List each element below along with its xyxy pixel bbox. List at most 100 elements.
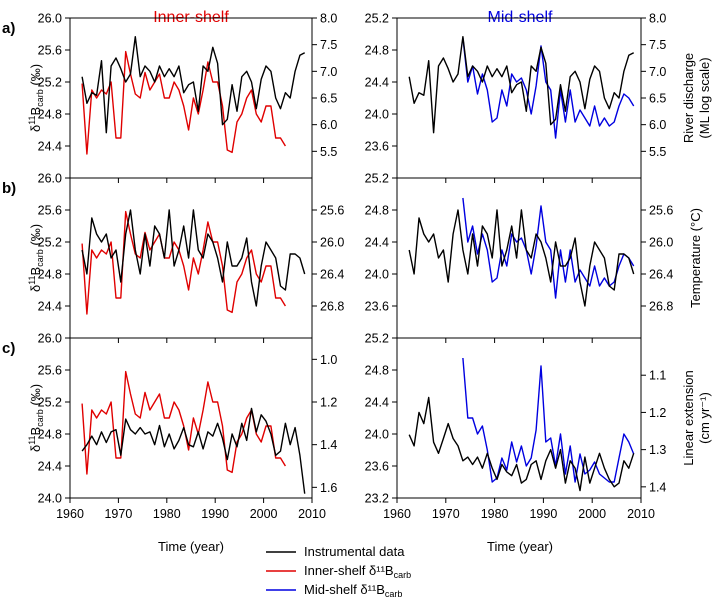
y-tick-label: 24.8: [38, 428, 62, 442]
series-line-instrumental-data: [408, 209, 635, 307]
y2-tick-label: 1.6: [320, 481, 337, 495]
series-line-inner-shelf-11bcarb: [81, 50, 286, 155]
x-tick-label: 1990: [201, 507, 229, 521]
y2-tick-label: 1.4: [649, 480, 666, 494]
legend-label-instrumental: Instrumental data: [304, 544, 405, 559]
x-tick-label: 2010: [627, 507, 655, 521]
x-tick-label: 1980: [481, 507, 509, 521]
y2-tick-label: 26.0: [320, 236, 344, 250]
left-y-label: δ11Bcarb (‰): [27, 64, 45, 132]
panel-a-inner: 24.4 24.8 25.2 25.6 26.0 5.5 6.0 6.5 7.0 7.5 8.0: [38, 12, 337, 183]
y-tick-label: 26.0: [38, 172, 62, 186]
y-tick-label: 24.8: [365, 364, 389, 378]
y-tick-label: 25.2: [365, 332, 389, 346]
y2-tick-label: 1.2: [649, 406, 666, 420]
x-tick-label: 2000: [578, 507, 606, 521]
x-tick-label: 1990: [529, 507, 557, 521]
y2-tick-label: 26.8: [320, 300, 344, 314]
y2-tick-label: 6.5: [649, 92, 666, 106]
x-tick-label: 2000: [250, 507, 278, 521]
y-tick-label: 24.0: [365, 108, 389, 122]
y-tick-label: 25.2: [365, 172, 389, 186]
x-tick-label: 1970: [432, 507, 460, 521]
right-y-label: River discharge: [681, 53, 696, 143]
y-tick-label: 24.0: [38, 492, 62, 506]
legend-label-mid-shelf: Mid-shelf δ¹¹Bcarb: [304, 582, 402, 599]
series-line-mid-shelf-11bcarb: [462, 357, 635, 483]
panel-b-inner: 24.4 24.8 25.2 25.6 26.0 25.6 26.0 26.4 26.8: [38, 172, 344, 343]
right-y-axis-labels: River discharge (ML log scale) Temperature…: [681, 53, 712, 466]
y2-tick-label: 26.8: [649, 300, 673, 314]
y-tick-label: 25.2: [38, 396, 62, 410]
x-tick-label: 1960: [383, 507, 411, 521]
y2-tick-label: 5.5: [320, 145, 337, 159]
y2-tick-label: 25.6: [320, 204, 344, 218]
y-tick-label: 23.2: [365, 492, 389, 506]
y-tick-label: 24.4: [365, 396, 389, 410]
y2-tick-label: 25.6: [649, 204, 673, 218]
y2-tick-label: 7.5: [320, 38, 337, 52]
panel-c-inner: 24.0 24.4 24.8 25.2 25.6 26.0 1.0 1.2 1.4 1.6 1960…: [38, 332, 338, 522]
right-y-label: (cm yr⁻¹): [697, 392, 712, 444]
panel-b-mid: 23.6 24.0 24.4 24.8 25.2 25.6 26.0 26.4 26.8: [365, 172, 673, 343]
y-tick-label: 25.6: [38, 44, 62, 58]
panel-label-b: b): [2, 180, 16, 197]
y2-tick-label: 5.5: [649, 145, 666, 159]
y-tick-label: 26.0: [38, 12, 62, 26]
series-line-instrumental-data: [81, 407, 306, 494]
panel-label-a: a): [2, 20, 15, 37]
y-tick-label: 23.6: [365, 140, 389, 154]
x-tick-label: 1960: [56, 507, 84, 521]
series-line-instrumental-data: [408, 36, 635, 134]
x-tick-label: 1980: [153, 507, 181, 521]
x-axis-label-left: Time (year): [158, 539, 224, 554]
panel-a-mid: 23.6 24.0 24.4 24.8 25.2 5.5 6.0 6.5 7.0 7.5 8.0: [365, 12, 666, 183]
y-tick-label: 25.2: [38, 76, 62, 90]
y-tick-label: 25.2: [38, 236, 62, 250]
panel-c-mid: 23.2 23.6 24.0 24.4 24.8 25.2 1.1 1.2 1.3 1.4 1960…: [365, 332, 667, 522]
y-tick-label: 25.6: [38, 364, 62, 378]
y2-tick-label: 26.0: [649, 236, 673, 250]
y-tick-label: 24.4: [38, 460, 62, 474]
y-tick-label: 24.4: [365, 236, 389, 250]
series-line-instrumental-data: [408, 396, 635, 492]
series-line-mid-shelf-11bcarb: [462, 197, 635, 299]
y-tick-label: 25.2: [365, 12, 389, 26]
y2-tick-label: 1.0: [320, 353, 337, 367]
legend-label-inner-shelf: Inner-shelf δ¹¹Bcarb: [304, 563, 411, 580]
y2-tick-label: 8.0: [320, 12, 337, 26]
y2-tick-label: 6.5: [320, 92, 337, 106]
y2-tick-label: 1.3: [649, 443, 666, 457]
y2-tick-label: 6.0: [320, 118, 337, 132]
y-tick-label: 24.0: [365, 428, 389, 442]
left-y-label: δ11Bcarb (‰): [27, 224, 45, 292]
plot-area: 24.4 24.8 25.2 25.6 26.0 5.5 6.0 6.5 7.0 7.5 8.0 23…: [38, 12, 674, 522]
x-tick-label: 1970: [104, 507, 132, 521]
y2-tick-label: 8.0: [649, 12, 666, 26]
y2-tick-label: 26.4: [320, 268, 344, 282]
y2-tick-label: 1.1: [649, 369, 666, 383]
y2-tick-label: 7.0: [320, 65, 337, 79]
right-y-label: Temperature (°C): [688, 208, 703, 308]
y-tick-label: 24.4: [365, 76, 389, 90]
y2-tick-label: 1.2: [320, 396, 337, 410]
panel-label-c: c): [2, 340, 15, 357]
y-tick-label: 24.4: [38, 300, 62, 314]
y-tick-label: 24.0: [365, 268, 389, 282]
x-axis-label-right: Time (year): [487, 539, 553, 554]
y2-tick-label: 1.4: [320, 438, 337, 452]
left-y-axis-labels: δ11Bcarb (‰) δ11Bcarb (‰) δ11Bcarb (‰): [27, 64, 45, 452]
y-tick-label: 23.6: [365, 460, 389, 474]
y2-tick-label: 7.5: [649, 38, 666, 52]
left-y-label: δ11Bcarb (‰): [27, 384, 45, 452]
y-tick-label: 24.4: [38, 140, 62, 154]
y2-tick-label: 7.0: [649, 65, 666, 79]
y-tick-label: 24.8: [38, 108, 62, 122]
y-tick-label: 25.6: [38, 204, 62, 218]
right-y-label: (ML log scale): [697, 57, 712, 138]
series-line-inner-shelf-11bcarb: [81, 210, 286, 315]
right-y-label: Linear extension: [681, 370, 696, 465]
plot-frame: [69, 337, 313, 499]
y-tick-label: 23.6: [365, 300, 389, 314]
